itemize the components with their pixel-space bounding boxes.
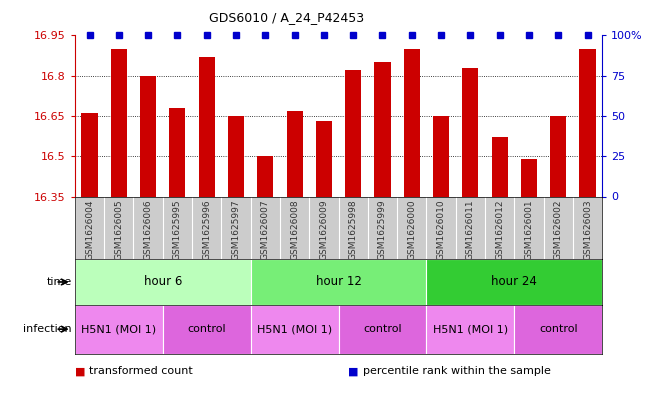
Bar bbox=[81, 113, 98, 196]
Bar bbox=[286, 110, 303, 196]
Text: GSM1626003: GSM1626003 bbox=[583, 200, 592, 260]
Bar bbox=[374, 62, 391, 196]
Text: GSM1626001: GSM1626001 bbox=[525, 200, 533, 260]
Bar bbox=[251, 259, 426, 305]
Bar bbox=[75, 305, 163, 354]
Text: ■: ■ bbox=[348, 366, 359, 376]
Bar bbox=[426, 259, 602, 305]
Text: GSM1626010: GSM1626010 bbox=[437, 200, 445, 260]
Text: H5N1 (MOI 1): H5N1 (MOI 1) bbox=[433, 324, 508, 334]
Text: hour 12: hour 12 bbox=[316, 275, 361, 288]
Text: GSM1626005: GSM1626005 bbox=[115, 200, 123, 260]
Text: GSM1626009: GSM1626009 bbox=[320, 200, 328, 260]
Bar bbox=[169, 108, 186, 196]
Text: H5N1 (MOI 1): H5N1 (MOI 1) bbox=[81, 324, 156, 334]
Bar bbox=[140, 76, 156, 196]
Bar bbox=[514, 305, 602, 354]
Text: H5N1 (MOI 1): H5N1 (MOI 1) bbox=[257, 324, 332, 334]
Bar bbox=[316, 121, 332, 196]
Text: ■: ■ bbox=[75, 366, 85, 376]
Text: GSM1626007: GSM1626007 bbox=[261, 200, 270, 260]
Text: GSM1626000: GSM1626000 bbox=[408, 200, 416, 260]
Text: infection: infection bbox=[23, 324, 72, 334]
Bar bbox=[492, 138, 508, 196]
Bar bbox=[462, 68, 478, 196]
Bar bbox=[228, 116, 244, 196]
Text: GSM1625999: GSM1625999 bbox=[378, 200, 387, 260]
Bar bbox=[339, 305, 426, 354]
Text: GSM1626004: GSM1626004 bbox=[85, 200, 94, 260]
Text: control: control bbox=[539, 324, 577, 334]
Bar bbox=[199, 57, 215, 196]
Bar bbox=[251, 305, 339, 354]
Text: GSM1626002: GSM1626002 bbox=[554, 200, 562, 260]
Bar bbox=[521, 159, 537, 196]
Text: GSM1625995: GSM1625995 bbox=[173, 200, 182, 260]
Text: hour 6: hour 6 bbox=[144, 275, 182, 288]
Bar bbox=[163, 305, 251, 354]
Text: GSM1625997: GSM1625997 bbox=[232, 200, 240, 260]
Text: GDS6010 / A_24_P42453: GDS6010 / A_24_P42453 bbox=[209, 11, 364, 24]
Text: transformed count: transformed count bbox=[89, 366, 193, 376]
Bar bbox=[550, 116, 566, 196]
Bar bbox=[404, 49, 420, 196]
Text: hour 24: hour 24 bbox=[492, 275, 537, 288]
Text: time: time bbox=[46, 277, 72, 287]
Bar bbox=[75, 259, 251, 305]
Text: GSM1625998: GSM1625998 bbox=[349, 200, 357, 260]
Text: GSM1626008: GSM1626008 bbox=[290, 200, 299, 260]
Bar bbox=[426, 305, 514, 354]
Text: control: control bbox=[363, 324, 402, 334]
Text: GSM1626006: GSM1626006 bbox=[144, 200, 152, 260]
Bar bbox=[433, 116, 449, 196]
Bar bbox=[579, 49, 596, 196]
Text: GSM1626012: GSM1626012 bbox=[495, 200, 504, 260]
Text: GSM1625996: GSM1625996 bbox=[202, 200, 211, 260]
Text: percentile rank within the sample: percentile rank within the sample bbox=[363, 366, 551, 376]
Bar bbox=[257, 156, 273, 196]
Bar bbox=[111, 49, 127, 196]
Text: control: control bbox=[187, 324, 226, 334]
Bar bbox=[345, 70, 361, 196]
Text: GSM1626011: GSM1626011 bbox=[466, 200, 475, 260]
